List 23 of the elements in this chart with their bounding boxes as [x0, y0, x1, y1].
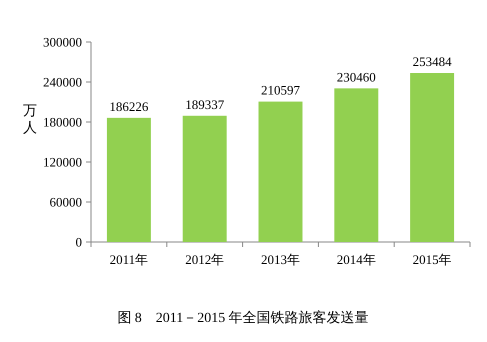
x-tick-label: 2014年 — [336, 252, 376, 267]
text: 图 8 2011－2015 年全国铁路旅客发送量 — [117, 310, 369, 326]
y-tick-label: 300000 — [43, 34, 82, 50]
x-tick-label: 2013年 — [261, 252, 300, 267]
y-tick-label: 0 — [76, 234, 82, 250]
bar — [258, 102, 302, 242]
y-axis-title: 万人 — [23, 104, 37, 136]
data-label: 253484 — [412, 54, 452, 70]
bar — [334, 88, 378, 242]
data-label: 230460 — [336, 69, 376, 84]
bar — [410, 73, 454, 242]
x-tick-label: 2015年 — [412, 252, 452, 267]
y-tick-label: 240000 — [43, 74, 82, 90]
data-label: 189337 — [185, 96, 225, 112]
bar — [182, 116, 227, 242]
x-tick-label: 2012年 — [185, 252, 224, 267]
y-tick-label: 120000 — [43, 154, 82, 170]
bar — [106, 118, 151, 242]
data-label: 186226 — [109, 98, 149, 114]
y-tick-label: 180000 — [43, 114, 82, 130]
data-label: 210597 — [261, 82, 300, 98]
y-tick-label: 60000 — [50, 194, 82, 210]
x-tick-label: 2011年 — [110, 252, 148, 267]
